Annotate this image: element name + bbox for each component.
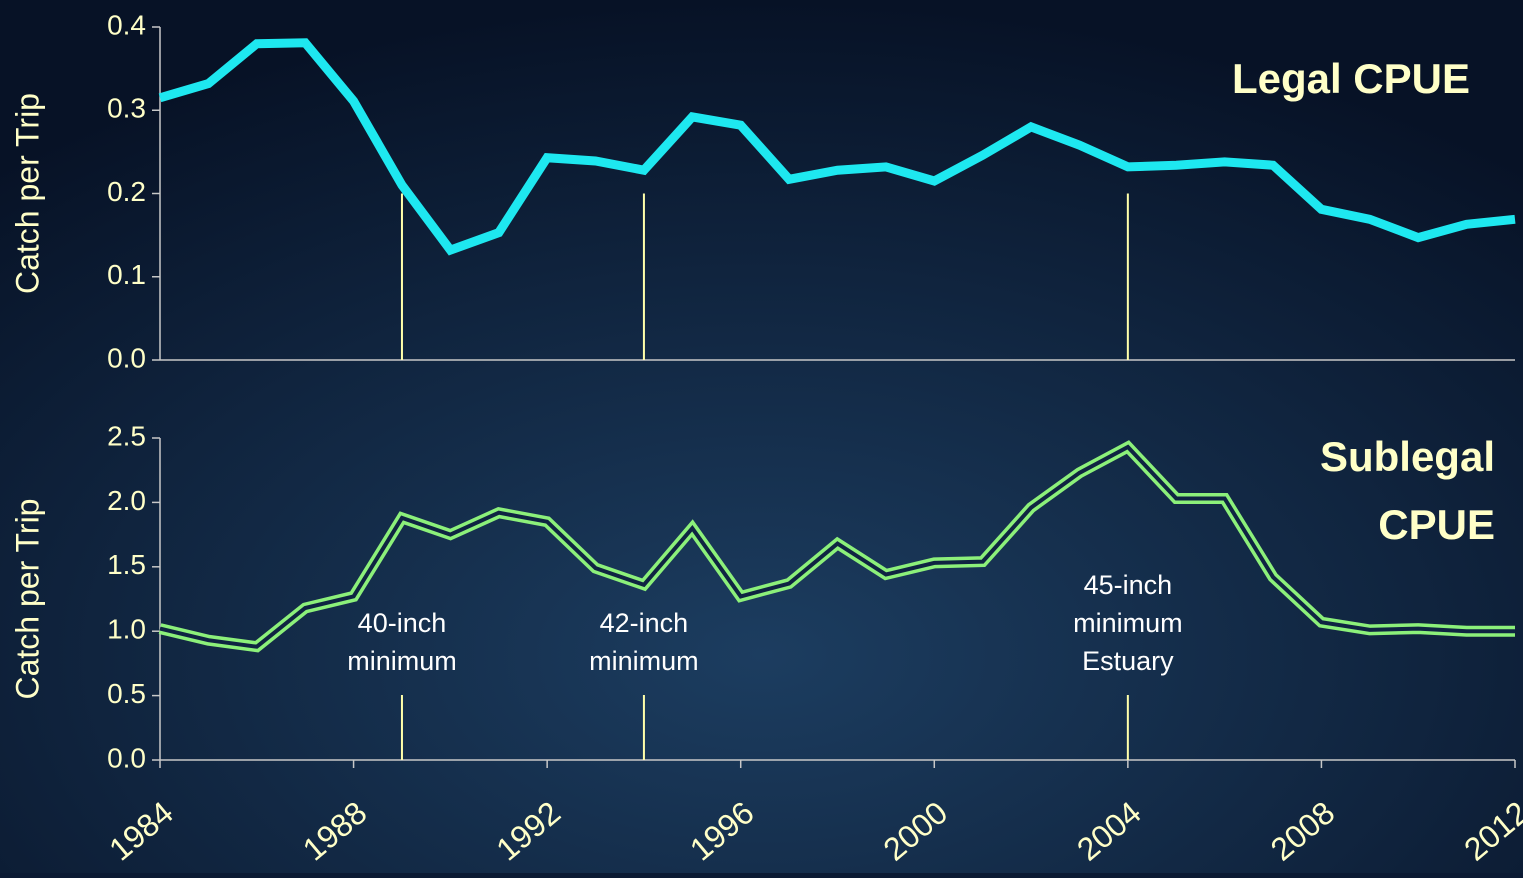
y-tick-label: 0.0 [107, 742, 146, 773]
series-line-inner [159, 444, 1515, 649]
annotation: 40-inch [358, 608, 447, 638]
annotation: minimum [1073, 608, 1183, 638]
annotation: 45-inch [1084, 570, 1173, 600]
y-tick-label: 0.3 [107, 93, 146, 124]
y-tick-label: 0.2 [107, 176, 146, 207]
annotation: minimum [589, 646, 699, 676]
chart-title: CPUE [1378, 501, 1495, 548]
chart-title: Sublegal [1320, 433, 1495, 480]
y-axis-label: Catch per Trip [9, 93, 45, 294]
y-tick-label: 2.5 [107, 420, 146, 451]
y-tick-label: 0.5 [107, 678, 146, 709]
annotation: Estuary [1082, 646, 1174, 676]
y-tick-label: 2.0 [107, 485, 146, 516]
y-tick-label: 0.1 [107, 259, 146, 290]
y-tick-label: 1.0 [107, 614, 146, 645]
annotation: 42-inch [600, 608, 689, 638]
y-axis-label: Catch per Trip [9, 499, 45, 700]
series-line [158, 38, 1516, 256]
y-tick-label: 0.4 [107, 9, 146, 40]
y-tick-label: 0.0 [107, 342, 146, 373]
annotation: minimum [347, 646, 457, 676]
chart-title: Legal CPUE [1232, 55, 1470, 102]
y-tick-label: 1.5 [107, 549, 146, 580]
